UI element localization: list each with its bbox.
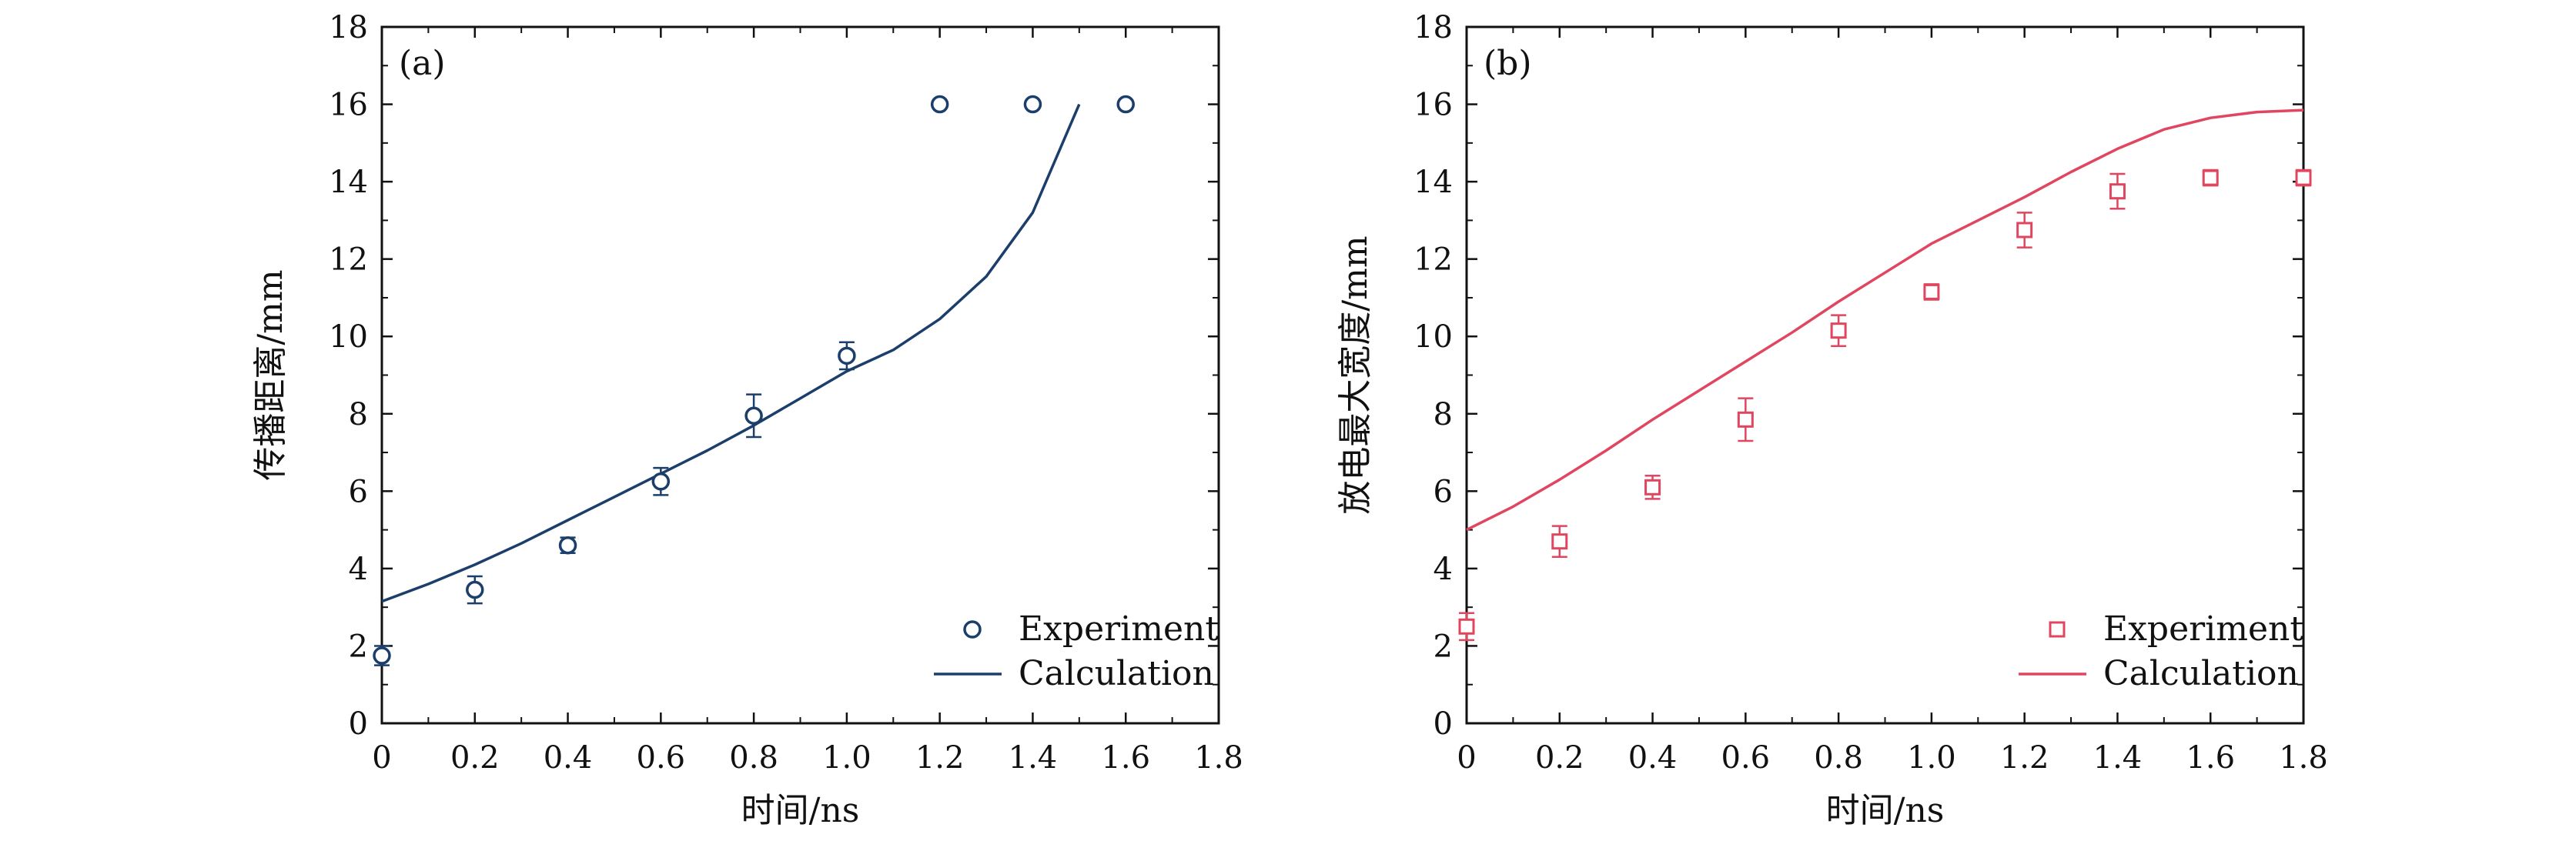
experiment-point [2016,222,2033,239]
experiment-point [744,406,763,426]
y-tick-label: 10 [329,319,368,355]
x-tick-label: 0 [1457,740,1476,776]
y-tick-label: 14 [1413,165,1453,200]
x-tick-label: 1.0 [822,740,871,776]
legend-experiment-label: Experiment [1019,609,1219,649]
legend-experiment-marker [963,620,982,639]
x-tick-label: 0.4 [544,740,593,776]
x-tick-label: 1.2 [915,740,965,776]
y-tick-label: 16 [1413,88,1453,123]
x-axis-title: 时间/ns [741,791,860,830]
y-tick-label: 0 [349,706,368,742]
experiment-point [2109,183,2126,200]
y-tick-label: 6 [349,474,368,509]
x-tick-label: 1.6 [1101,740,1150,776]
legend-experiment-marker [2049,621,2066,638]
y-tick-label: 2 [1434,629,1453,664]
y-tick-label: 4 [349,552,368,587]
experiment-point [1923,283,1940,300]
y-tick-label: 10 [1413,319,1453,355]
x-tick-label: 0.2 [1535,740,1584,776]
calculation-line [1466,108,2304,532]
y-tick-label: 2 [349,629,368,664]
experiment-point [2202,169,2219,186]
calculation-line [381,103,1081,603]
y-tick-label: 16 [329,88,368,123]
x-axis-title: 时间/ns [1826,791,1945,830]
x-tick-label: 0.6 [1721,740,1771,776]
experiment-point [1830,322,1847,339]
x-tick-label: 0.4 [1628,740,1678,776]
x-tick-label: 0 [372,740,391,776]
y-tick-label: 0 [1434,706,1453,742]
experiment-point [838,346,856,365]
x-tick-label: 0.2 [450,740,500,776]
y-tick-label: 18 [1413,10,1453,45]
x-tick-label: 1.4 [2093,740,2143,776]
x-tick-label: 1.8 [1194,740,1243,776]
panel-a-chart: 0 0.2 0.4 0.6 0.8 1.0 1.2 1.4 1.6 1.8 0 2 4 6 8 10 12 14 1… [251,10,1243,830]
experiment-point [1644,479,1661,496]
y-tick-label: 8 [1434,397,1453,432]
experiment-point [2295,169,2312,186]
experiment-point [930,95,949,114]
experiment-point [1737,411,1754,428]
experiment-point [373,646,391,665]
experiment-point [1023,95,1042,114]
experiment-point [1458,618,1475,635]
y-tick-label: 12 [329,242,368,278]
legend-calculation-label: Calculation [2103,654,2299,693]
x-tick-label: 1.0 [1907,740,1956,776]
y-tick-label: 6 [1434,474,1453,509]
experiment-point [1551,533,1568,550]
experiment-point [466,580,484,599]
x-tick-label: 1.6 [2186,740,2235,776]
x-tick-label: 1.4 [1009,740,1058,776]
experiment-point [558,536,577,555]
legend-experiment-label: Experiment [2103,609,2303,649]
legend-calculation-label: Calculation [1019,654,1214,693]
y-axis-title: 放电最大宽度/mm [1336,235,1375,514]
panel-label: (b) [1484,44,1532,83]
y-tick-label: 4 [1434,552,1453,587]
x-tick-label: 1.2 [2000,740,2049,776]
x-tick-label: 0.8 [1814,740,1863,776]
y-tick-label: 12 [1413,242,1453,278]
x-tick-label: 0.6 [637,740,686,776]
experiment-point [651,472,671,491]
experiment-point [1116,95,1135,114]
x-tick-label: 0.8 [729,740,778,776]
panel-label: (a) [399,44,446,83]
y-axis-title: 传播距离/mm [251,269,290,480]
y-tick-label: 8 [349,397,368,432]
panel-b-chart: 0 0.2 0.4 0.6 0.8 1.0 1.2 1.4 1.6 1.8 0 2 4 6 8 10 12 14 1… [1336,10,2328,830]
x-tick-label: 1.8 [2279,740,2328,776]
y-tick-label: 18 [329,10,368,45]
y-tick-label: 14 [329,165,368,200]
